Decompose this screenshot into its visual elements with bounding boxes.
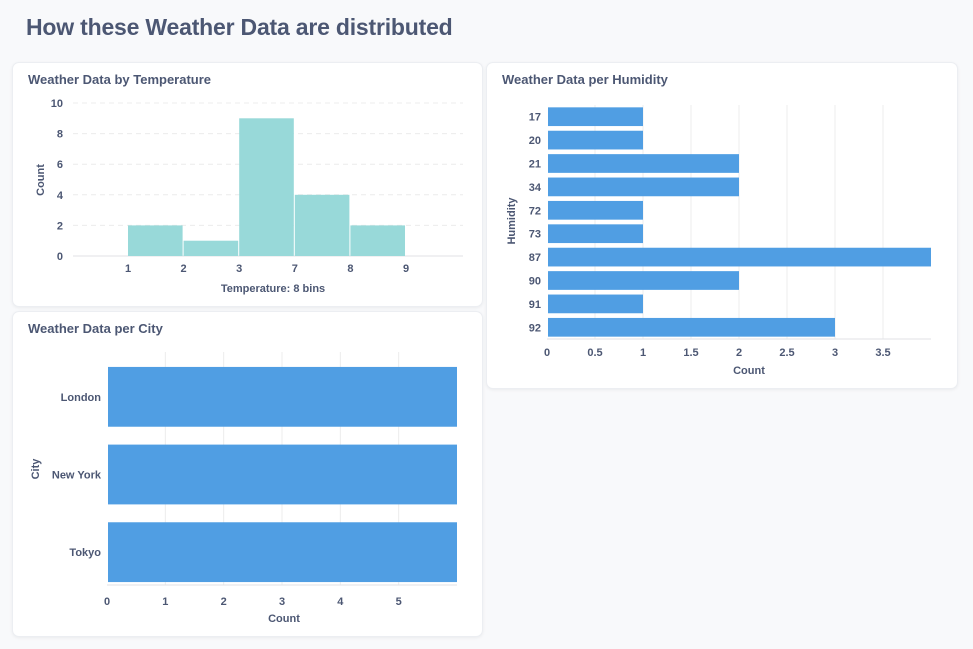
x-tick-label: 1.5 — [683, 347, 698, 359]
histogram-bar[interactable] — [239, 118, 294, 256]
row-bar[interactable] — [548, 200, 643, 220]
histogram-bar[interactable] — [128, 225, 183, 256]
histogram-bar[interactable] — [294, 194, 350, 256]
humidity-chart-card[interactable]: Weather Data per Humidity 0 0.5 1 1.5 2 2.5 3 3… — [486, 62, 958, 389]
city-chart-card[interactable]: Weather Data per City 0 1 2 3 4 5 London New Yo… — [12, 311, 483, 637]
y-tick-label: 17 — [529, 112, 541, 124]
x-tick-label: 3 — [236, 263, 242, 275]
row-bar[interactable] — [108, 366, 457, 427]
row-bar[interactable] — [548, 271, 739, 290]
row-bar[interactable] — [548, 130, 643, 150]
x-tick-label: 9 — [403, 263, 409, 275]
y-axis-title: City — [30, 458, 42, 480]
y-tick-label: 6 — [57, 159, 63, 171]
y-tick-label: 20 — [529, 135, 541, 147]
humidity-row-chart: 0 0.5 1 1.5 2 2.5 3 3.5 17 20 21 34 72 73 87 90 91 92 Coun… — [506, 105, 931, 377]
temperature-chart-title[interactable]: Weather Data by Temperature — [28, 72, 212, 87]
x-tick-label: 2.5 — [779, 347, 794, 359]
row-bar[interactable] — [108, 444, 457, 505]
x-axis-title: Count — [268, 613, 300, 625]
y-axis-title: Humidity — [506, 197, 518, 245]
row-bar[interactable] — [548, 177, 739, 197]
x-axis-title: Count — [733, 365, 765, 377]
y-axis-title: Count — [35, 164, 47, 196]
temperature-chart-card[interactable]: Weather Data by Temperature 0 2 4 6 8 10 1 2 3 7 8… — [12, 62, 483, 307]
y-tick-label: 90 — [529, 276, 541, 288]
row-bar[interactable] — [548, 107, 643, 127]
y-tick-label: 4 — [57, 190, 64, 202]
row-bar[interactable] — [548, 154, 739, 173]
humidity-chart-title[interactable]: Weather Data per Humidity — [502, 72, 668, 87]
x-tick-label: 1 — [640, 347, 646, 359]
x-tick-label: 5 — [396, 596, 402, 608]
x-tick-label: 2 — [181, 263, 187, 275]
y-tick-label: 92 — [529, 322, 541, 334]
x-tick-label: 4 — [337, 596, 344, 608]
x-tick-label: 0 — [544, 347, 550, 359]
x-tick-label: 2 — [221, 596, 227, 608]
y-tick-label: 2 — [57, 220, 63, 232]
y-tick-label: 21 — [529, 159, 541, 171]
city-row-chart: 0 1 2 3 4 5 London New York Tokyo Count City — [30, 352, 457, 625]
x-tick-label: 3 — [279, 596, 285, 608]
x-tick-label: 8 — [347, 263, 353, 275]
y-tick-label: 91 — [529, 299, 541, 311]
x-tick-label: 0 — [104, 596, 110, 608]
y-tick-label: 34 — [529, 182, 542, 194]
x-tick-label: 3.5 — [875, 347, 890, 359]
y-tick-label: New York — [52, 470, 102, 482]
y-tick-label: 87 — [529, 252, 541, 264]
x-tick-label: 0.5 — [587, 347, 602, 359]
histogram-bar[interactable] — [350, 225, 405, 256]
x-tick-label: 1 — [162, 596, 168, 608]
y-tick-label: 0 — [57, 251, 63, 263]
y-tick-label: 72 — [529, 205, 541, 217]
x-axis-title: Temperature: 8 bins — [221, 283, 325, 295]
row-bar[interactable] — [548, 247, 931, 267]
y-tick-label: London — [61, 392, 102, 404]
y-tick-label: Tokyo — [69, 547, 101, 559]
x-tick-label: 3 — [832, 347, 838, 359]
y-tick-label: 10 — [51, 98, 63, 110]
y-tick-label: 8 — [57, 129, 63, 141]
histogram-bar[interactable] — [183, 240, 239, 256]
x-tick-label: 7 — [292, 263, 298, 275]
row-bar[interactable] — [108, 522, 457, 583]
y-tick-label: 73 — [529, 229, 541, 241]
page-title: How these Weather Data are distributed — [26, 14, 453, 40]
row-bar[interactable] — [548, 294, 643, 314]
x-tick-label: 2 — [736, 347, 742, 359]
row-bar[interactable] — [548, 224, 643, 244]
city-chart-title[interactable]: Weather Data per City — [28, 321, 163, 336]
row-bar[interactable] — [548, 317, 835, 337]
x-tick-label: 1 — [125, 263, 131, 275]
